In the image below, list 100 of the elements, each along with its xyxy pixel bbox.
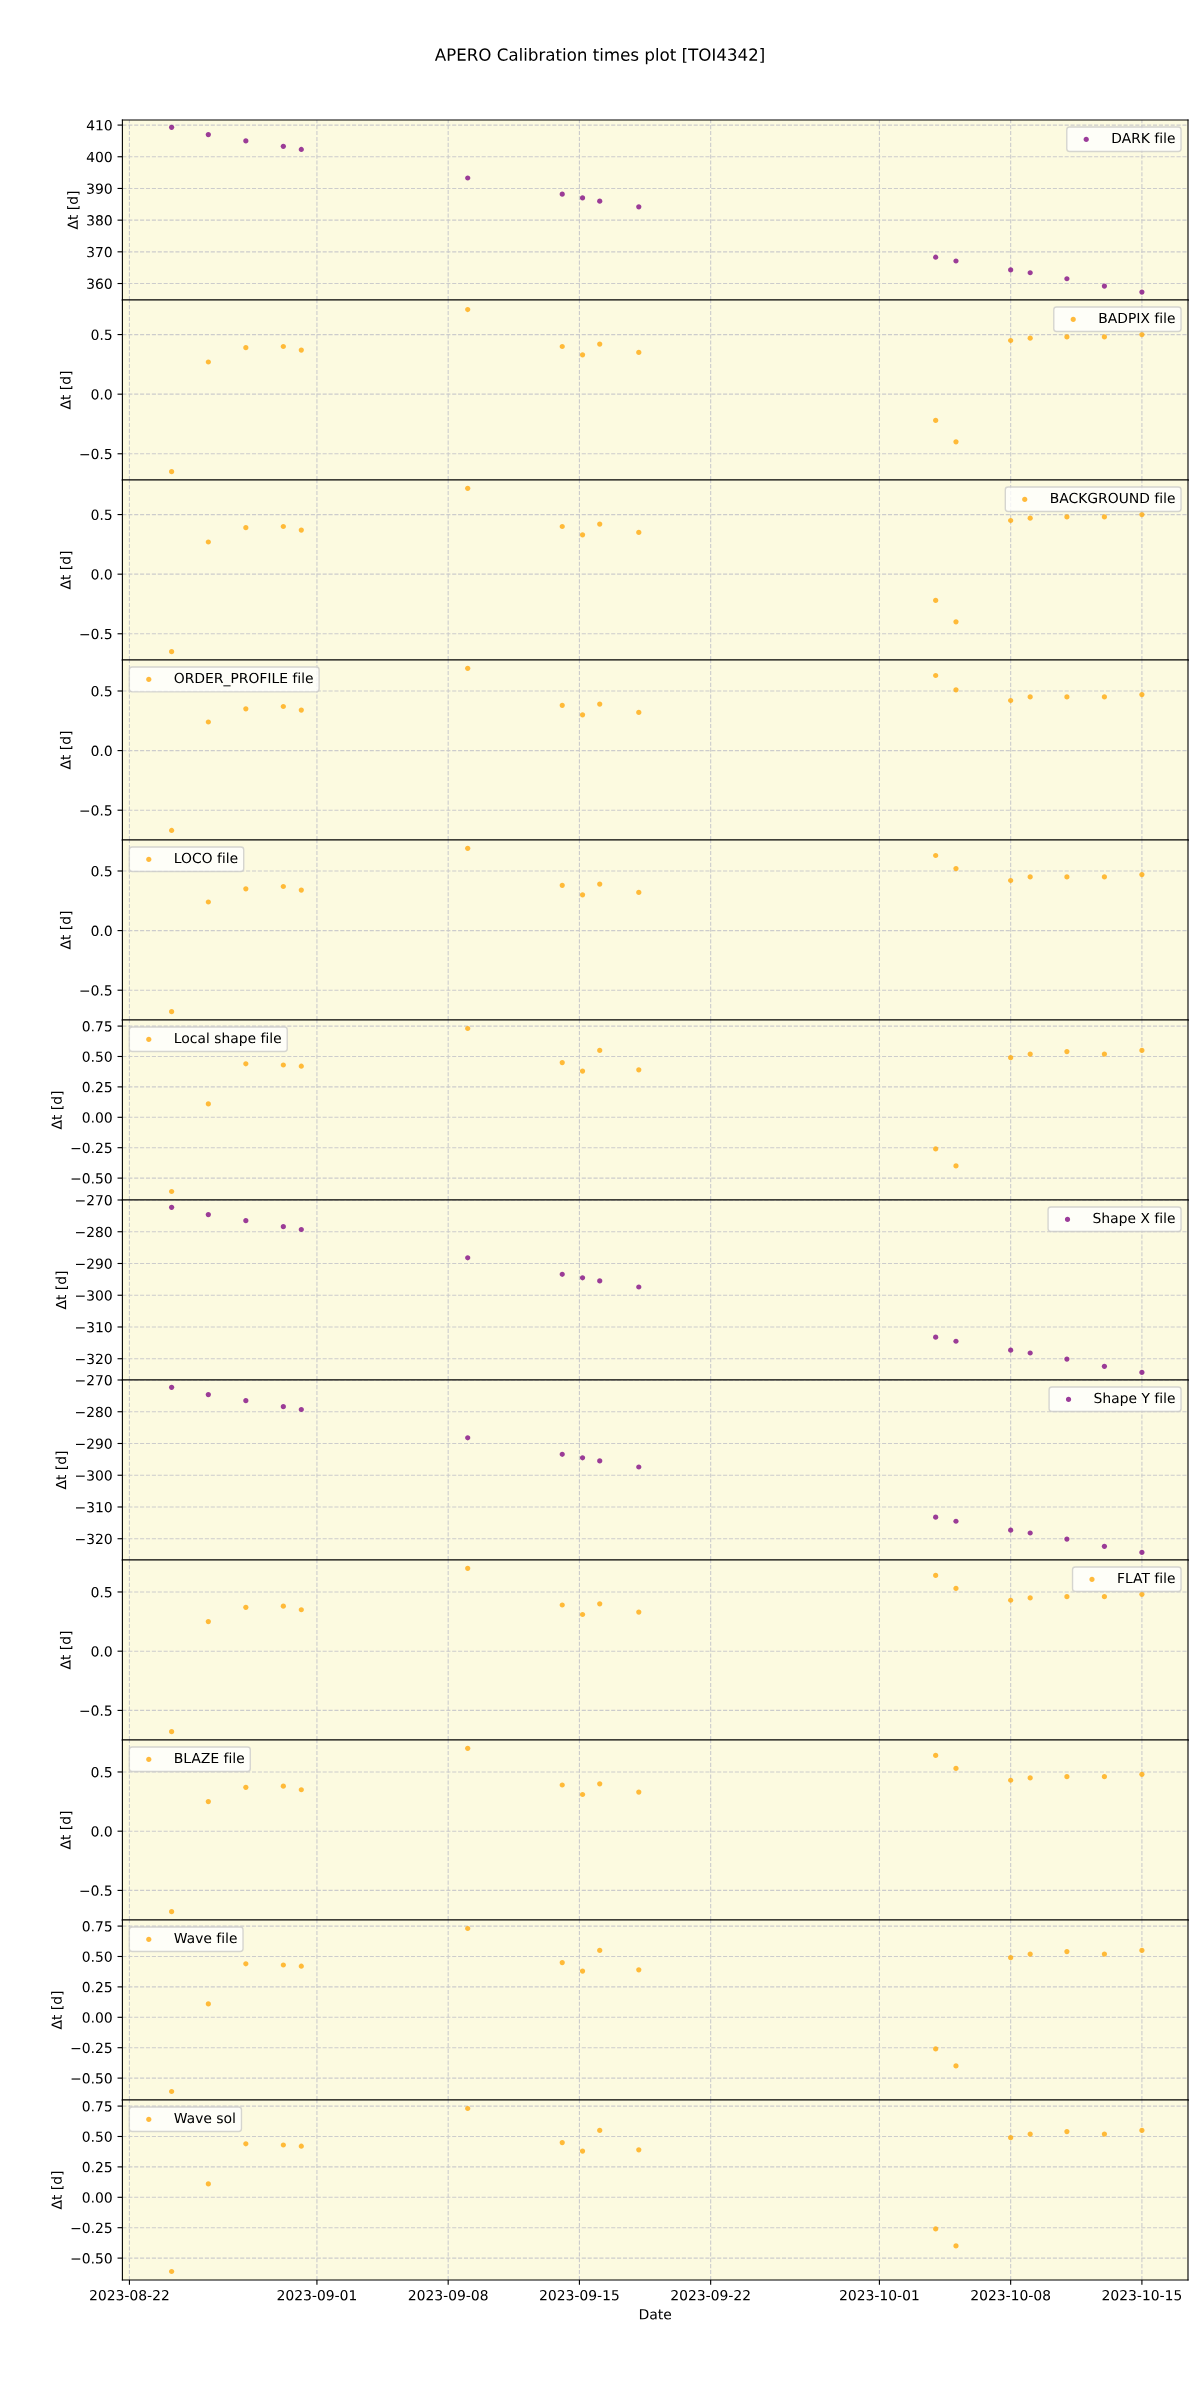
point bbox=[1027, 694, 1033, 700]
point bbox=[1064, 694, 1070, 700]
y-tick-label: 0.25 bbox=[82, 1081, 112, 1093]
point bbox=[243, 886, 249, 892]
point bbox=[933, 1514, 939, 1520]
y-axis-title: Δt [d] bbox=[51, 1091, 64, 1130]
y-tick-label: 380 bbox=[87, 215, 112, 226]
point bbox=[636, 709, 642, 716]
point bbox=[1139, 1369, 1145, 1375]
point bbox=[169, 1729, 175, 1735]
point bbox=[1027, 874, 1033, 880]
point bbox=[169, 1009, 175, 1015]
point bbox=[1101, 514, 1108, 520]
point bbox=[298, 1607, 304, 1613]
point bbox=[298, 146, 304, 153]
y-tick-label: 0.75 bbox=[82, 1921, 112, 1932]
point bbox=[559, 1602, 565, 1608]
point bbox=[169, 1909, 175, 1915]
x-tick-label: 2023-10-08 bbox=[971, 2289, 1051, 2301]
y-tick-label: 0.0 bbox=[91, 389, 112, 400]
point bbox=[559, 1782, 565, 1788]
point bbox=[636, 204, 642, 210]
point bbox=[280, 2142, 286, 2148]
point bbox=[953, 619, 959, 625]
y-tick-label: −280 bbox=[76, 1406, 112, 1418]
y-tick-label: −0.50 bbox=[71, 2253, 112, 2264]
point bbox=[636, 1967, 642, 1973]
point bbox=[953, 2063, 959, 2069]
point bbox=[1064, 334, 1070, 340]
y-axis-title: Δt [d] bbox=[55, 1451, 68, 1490]
point bbox=[636, 349, 642, 356]
point bbox=[465, 845, 471, 851]
point bbox=[1139, 871, 1145, 878]
y-tick-label: 0.00 bbox=[82, 2192, 112, 2203]
point bbox=[1139, 289, 1145, 295]
y-tick-label: −0.5 bbox=[80, 985, 112, 996]
point bbox=[597, 1601, 603, 1607]
y-tick-label: 0.50 bbox=[82, 1951, 112, 1962]
point bbox=[1008, 2135, 1014, 2141]
point bbox=[169, 124, 175, 130]
point bbox=[1101, 1951, 1108, 1957]
x-tick-label: 2023-10-01 bbox=[840, 2289, 919, 2301]
point bbox=[280, 1783, 286, 1789]
point bbox=[205, 719, 211, 725]
point bbox=[280, 1404, 286, 1410]
point bbox=[597, 881, 603, 887]
point bbox=[1101, 874, 1108, 880]
point bbox=[579, 195, 586, 201]
x-tick-label: 2023-09-08 bbox=[408, 2289, 488, 2301]
point bbox=[243, 2141, 249, 2147]
point bbox=[559, 1271, 565, 1277]
point bbox=[1008, 337, 1014, 344]
legend-label: Wave file bbox=[174, 1932, 237, 1944]
point bbox=[205, 2181, 211, 2187]
legend-label: Wave sol bbox=[174, 2112, 235, 2124]
point bbox=[559, 343, 565, 350]
point bbox=[579, 352, 586, 358]
point bbox=[597, 701, 603, 707]
point bbox=[1027, 1051, 1033, 1057]
point bbox=[933, 2226, 939, 2232]
y-tick-label: −0.25 bbox=[71, 2042, 112, 2054]
point bbox=[579, 1791, 586, 1798]
point bbox=[559, 523, 565, 530]
point bbox=[1139, 2127, 1145, 2133]
point bbox=[205, 2001, 211, 2007]
point bbox=[205, 131, 211, 138]
point bbox=[1139, 691, 1145, 698]
point bbox=[636, 1789, 642, 1795]
point bbox=[280, 1962, 286, 1968]
point bbox=[280, 143, 286, 149]
y-tick-label: 0.0 bbox=[91, 745, 112, 757]
point bbox=[1139, 511, 1145, 518]
y-tick-label: −0.5 bbox=[80, 628, 112, 640]
point bbox=[1101, 1363, 1108, 1369]
point bbox=[205, 1392, 211, 1398]
y-tick-label: 0.75 bbox=[82, 1021, 112, 1032]
y-tick-label: 0.0 bbox=[91, 1826, 112, 1837]
point bbox=[953, 866, 959, 872]
y-tick-label: 0.0 bbox=[91, 925, 112, 937]
point bbox=[559, 1059, 565, 1066]
point bbox=[465, 485, 471, 491]
point bbox=[243, 1604, 249, 1610]
point bbox=[298, 1787, 304, 1793]
point bbox=[579, 1275, 586, 1281]
point bbox=[953, 1585, 959, 1592]
point bbox=[1064, 2129, 1070, 2135]
point bbox=[280, 883, 286, 890]
point bbox=[1064, 1356, 1070, 1362]
point bbox=[1139, 1947, 1145, 1953]
y-tick-label: 0.50 bbox=[82, 2131, 112, 2142]
point bbox=[1008, 1597, 1014, 1603]
point bbox=[1027, 335, 1033, 341]
point bbox=[280, 1224, 286, 1230]
point bbox=[1027, 270, 1033, 276]
y-tick-label: 0.25 bbox=[82, 1981, 112, 1993]
point bbox=[205, 1212, 211, 1218]
point bbox=[298, 527, 304, 533]
y-axis-title: Δt [d] bbox=[59, 371, 73, 410]
y-tick-label: 0.0 bbox=[91, 569, 112, 580]
point bbox=[1027, 2131, 1033, 2137]
